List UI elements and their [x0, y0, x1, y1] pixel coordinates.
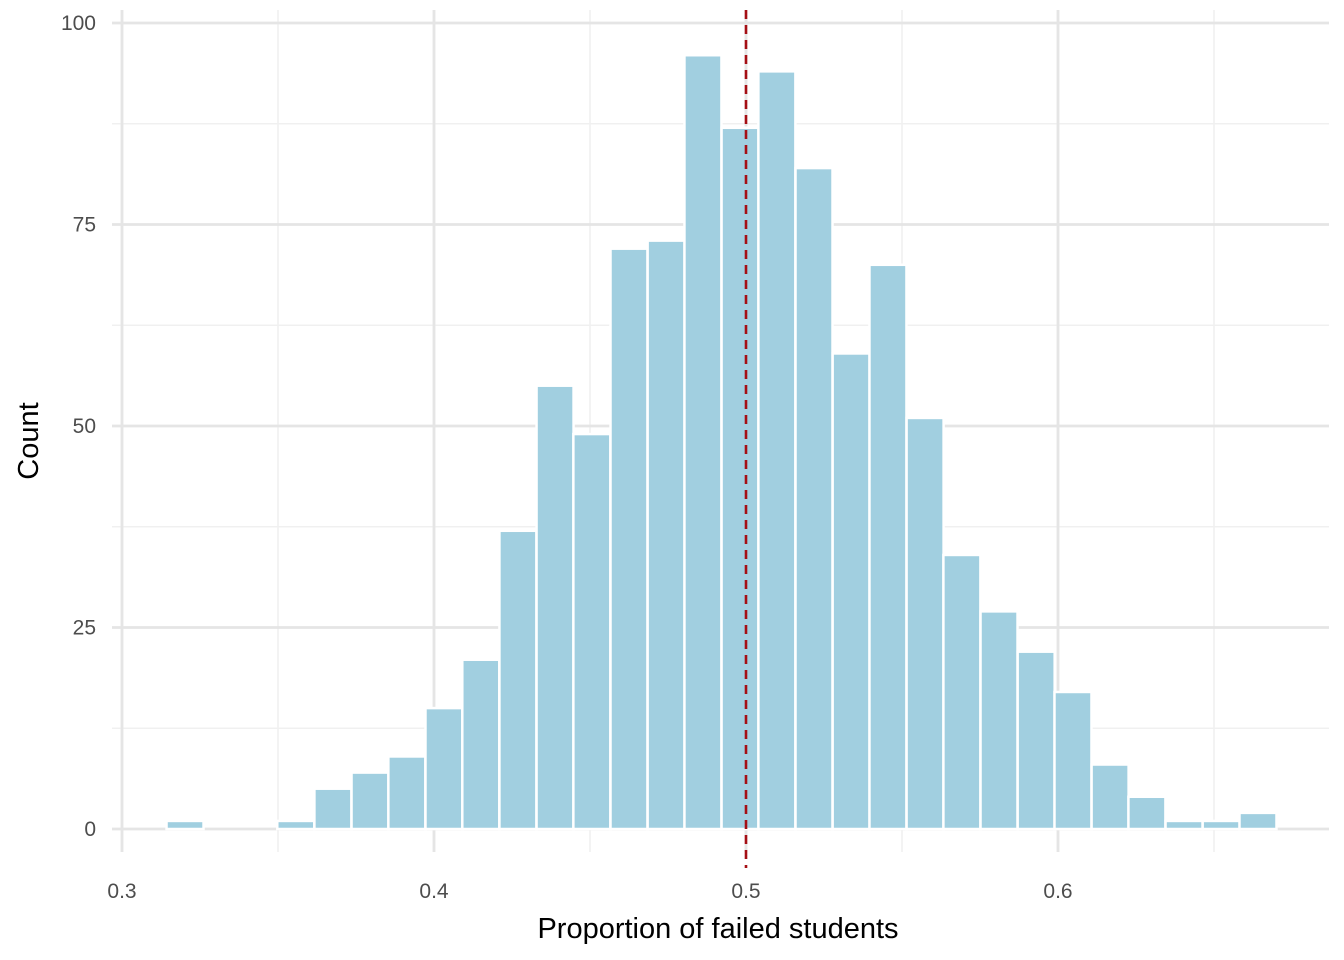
- histogram-bar: [1164, 819, 1204, 831]
- histogram-bar: [1016, 650, 1056, 831]
- histogram-bar: [646, 239, 686, 831]
- histogram-bar: [276, 819, 316, 831]
- histogram-bar: [498, 529, 538, 831]
- y-tick-label: 50: [73, 415, 96, 438]
- x-axis-ticks: 0.3 0.4 0.5 0.6: [107, 880, 1072, 903]
- histogram-bar: [1127, 795, 1167, 831]
- x-tick-label: 0.5: [731, 880, 760, 903]
- histogram-bar: [1201, 819, 1241, 831]
- y-axis-ticks: 0 25 50 75 100: [61, 12, 96, 841]
- grid-lines: [112, 10, 1329, 852]
- histogram-bar: [572, 432, 612, 831]
- y-tick-label: 75: [73, 214, 96, 237]
- histogram-bar: [794, 166, 834, 831]
- y-tick-label: 0: [84, 818, 96, 841]
- y-tick-label: 100: [61, 12, 96, 35]
- histogram-bar: [905, 416, 945, 831]
- x-tick-label: 0.6: [1043, 880, 1072, 903]
- histogram-bar: [942, 553, 982, 831]
- histogram-bar: [1090, 763, 1130, 831]
- x-axis-title: Proportion of failed students: [537, 913, 898, 945]
- histogram-bar: [387, 755, 427, 831]
- y-axis-title: Count: [13, 402, 45, 479]
- histogram-bar: [868, 263, 908, 831]
- histogram-bar: [461, 658, 501, 831]
- histogram-bar: [979, 610, 1019, 831]
- histogram-bar: [757, 70, 797, 831]
- histogram-bar: [535, 384, 575, 831]
- histogram-bar: [424, 706, 464, 831]
- histogram-bar: [350, 771, 390, 831]
- histogram-bars: [165, 53, 1278, 831]
- x-tick-label: 0.4: [419, 880, 449, 903]
- histogram-bar: [165, 819, 205, 831]
- x-tick-label: 0.3: [107, 880, 136, 903]
- histogram-bar: [1238, 811, 1278, 831]
- histogram-bar: [831, 352, 871, 831]
- histogram-bar: [609, 247, 649, 831]
- histogram-bar: [1053, 690, 1093, 831]
- histogram-bar: [683, 53, 723, 831]
- histogram-bar: [720, 126, 760, 831]
- histogram-bar: [313, 787, 353, 831]
- y-tick-label: 25: [73, 617, 96, 640]
